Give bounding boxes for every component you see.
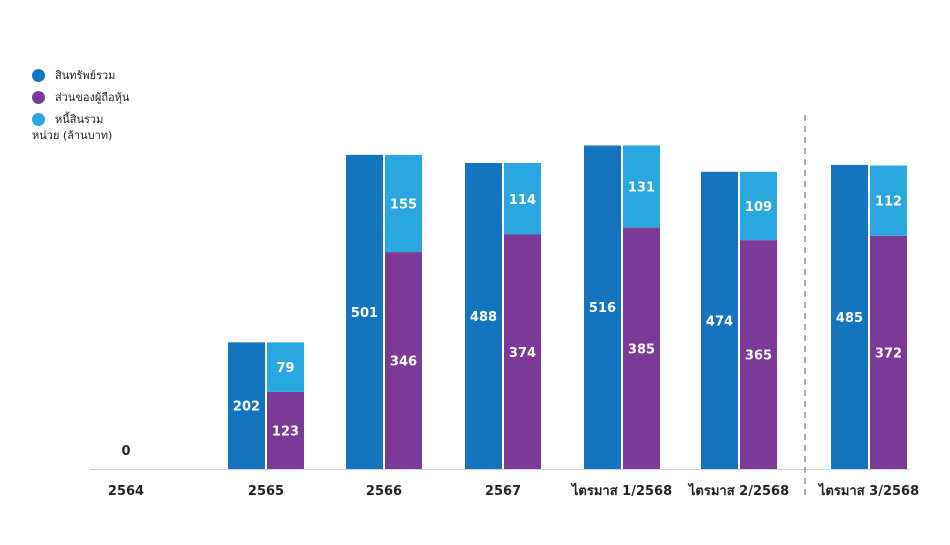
bar-total-liabilities bbox=[385, 154, 422, 253]
data-label-equity: 385 bbox=[628, 342, 655, 357]
unit-label: หน่วย (ล้านบาท) bbox=[32, 129, 113, 142]
data-label-equity: 346 bbox=[390, 355, 417, 370]
bar-equity bbox=[504, 234, 541, 469]
data-label-equity: 372 bbox=[875, 346, 902, 361]
data-label-total-liabilities: 155 bbox=[390, 197, 417, 212]
legend-swatch-total-liabilities bbox=[32, 112, 45, 126]
data-label-total-assets: 516 bbox=[589, 301, 616, 316]
bar-total-liabilities bbox=[870, 165, 907, 236]
x-tick-label: 2565 bbox=[248, 484, 284, 499]
data-label-equity: 374 bbox=[509, 346, 536, 361]
legend-label-total-assets: สินทรัพย์รวม bbox=[55, 69, 116, 82]
bar-equity bbox=[740, 240, 777, 469]
bar-total-liabilities bbox=[740, 171, 777, 241]
data-label-total-assets: 485 bbox=[836, 311, 863, 326]
data-label-total-assets: 488 bbox=[470, 310, 497, 325]
data-label-total-liabilities: 79 bbox=[276, 361, 294, 376]
data-label-total-liabilities: 109 bbox=[745, 200, 772, 215]
legend-swatch-equity bbox=[32, 90, 45, 104]
bar-total-assets bbox=[228, 342, 265, 469]
bar-total-liabilities bbox=[504, 163, 541, 235]
data-label-total-liabilities: 114 bbox=[509, 193, 536, 208]
bar-total-assets bbox=[465, 163, 502, 470]
legend-item-total-assets: สินทรัพย์รวม bbox=[32, 64, 129, 86]
data-label-equity: 123 bbox=[272, 424, 299, 439]
bar-total-liabilities bbox=[267, 342, 304, 392]
bar-equity bbox=[623, 227, 660, 469]
data-label-total-liabilities: 131 bbox=[628, 181, 655, 196]
x-tick-label: ไตรมาส 2/2568 bbox=[687, 482, 789, 499]
x-tick-label: ไตรมาส 3/2568 bbox=[817, 482, 919, 499]
data-label-total-assets: 0 bbox=[121, 444, 130, 459]
bar-total-assets bbox=[346, 154, 383, 470]
data-label-total-assets: 202 bbox=[233, 400, 260, 415]
x-tick-label: 2567 bbox=[485, 484, 521, 499]
legend-label-total-liabilities: หนี้สินรวม bbox=[55, 113, 104, 126]
x-tick-label: 2566 bbox=[366, 484, 402, 499]
data-label-total-assets: 474 bbox=[706, 314, 733, 329]
bar-equity bbox=[267, 391, 304, 469]
data-label-total-assets: 501 bbox=[351, 306, 378, 321]
bar-total-liabilities bbox=[623, 145, 660, 228]
bar-total-assets bbox=[584, 145, 621, 469]
bar-total-assets bbox=[701, 171, 738, 469]
legend-item-total-liabilities: หนี้สินรวม bbox=[32, 108, 129, 130]
data-label-equity: 365 bbox=[745, 349, 772, 364]
legend-swatch-total-assets bbox=[32, 68, 45, 82]
legend-label-equity: ส่วนของผู้ถือหุ้น bbox=[55, 91, 130, 104]
x-tick-label: ไตรมาส 1/2568 bbox=[570, 482, 672, 499]
x-tick-label: 2564 bbox=[108, 484, 144, 499]
bar-total-assets bbox=[831, 164, 868, 469]
legend-item-equity: ส่วนของผู้ถือหุ้น bbox=[32, 86, 129, 108]
bar-equity bbox=[385, 252, 422, 469]
data-label-total-liabilities: 112 bbox=[875, 195, 902, 210]
legend: สินทรัพย์รวม ส่วนของผู้ถือหุ้น หนี้สินรว… bbox=[32, 64, 129, 144]
bar-equity bbox=[870, 235, 907, 469]
